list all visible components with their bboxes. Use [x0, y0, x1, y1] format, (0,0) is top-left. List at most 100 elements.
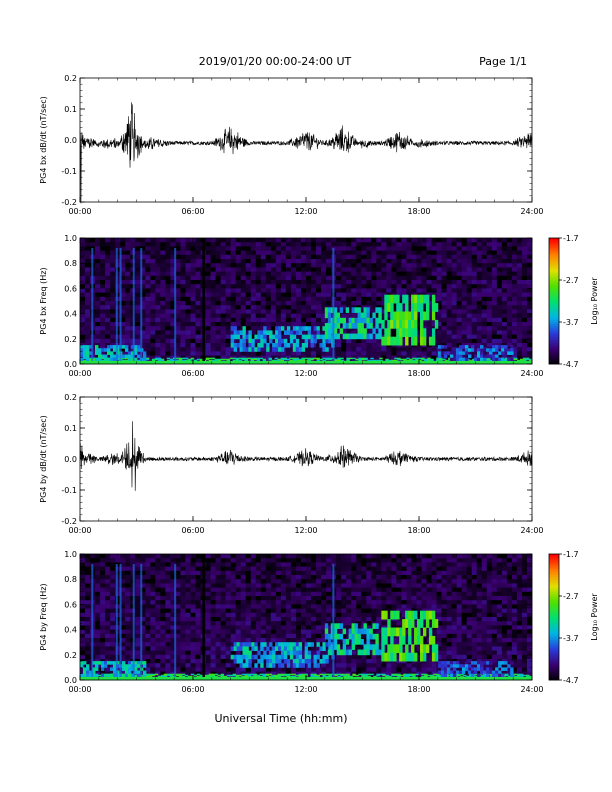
- spectrogram-band-cell: [190, 357, 195, 360]
- spectrogram-cell: [376, 238, 382, 243]
- spectrogram-cell: [185, 650, 191, 656]
- spectrogram-cell: [295, 334, 302, 340]
- y-tick-label: -0.2: [61, 517, 77, 526]
- spectrogram-cell: [396, 275, 402, 281]
- spectrogram-cell: [105, 583, 111, 588]
- spectrogram-cell: [155, 238, 161, 243]
- spectrogram-cell: [285, 355, 292, 361]
- spectrogram-cell: [150, 646, 156, 651]
- spectrogram-cell: [205, 284, 211, 289]
- spectrogram-cell: [285, 280, 292, 285]
- spectrogram-band-cell: [85, 354, 90, 359]
- spectrogram-band-cell: [328, 357, 332, 360]
- spectrogram-band-cell: [277, 358, 281, 361]
- spectrogram-cell: [165, 612, 171, 618]
- spectrogram-cell: [145, 313, 151, 319]
- spectrogram-cell: [195, 351, 201, 356]
- spectrogram-cell: [290, 338, 297, 344]
- spectrogram-cell: [110, 600, 116, 605]
- spectrogram-cell: [190, 259, 196, 264]
- spectrogram-cell: [451, 292, 457, 298]
- spectrogram-band-cell: [391, 359, 395, 362]
- spectrogram-cell: [100, 275, 106, 281]
- spectrogram-band-cell: [283, 343, 288, 348]
- spectrogram-cell: [526, 347, 533, 352]
- spectrogram-cell: [85, 583, 91, 588]
- spectrogram-cell: [461, 292, 468, 298]
- spectrogram-cell: [215, 271, 221, 277]
- spectrogram-cell: [230, 254, 236, 260]
- spectrogram-cell: [140, 313, 146, 319]
- spectrogram-cell: [105, 326, 111, 331]
- spectrogram-band-cell: [157, 358, 162, 361]
- spectrogram-cell: [185, 263, 191, 268]
- spectrogram-band-cell: [419, 311, 424, 321]
- spectrogram-cell: [140, 596, 146, 601]
- spectrogram-cell: [150, 579, 156, 584]
- colorbar-segment: [549, 355, 559, 359]
- spectrogram-band-cell: [396, 336, 400, 346]
- spectrogram-cell: [175, 263, 181, 268]
- spectrogram-cell: [135, 263, 141, 268]
- spectrogram-cell: [165, 583, 171, 588]
- spectrogram-cell: [371, 288, 377, 293]
- spectrogram-band-cell: [327, 328, 332, 334]
- spectrogram-band-cell: [373, 359, 377, 362]
- spectrogram-cell: [311, 254, 317, 260]
- spectrogram-cell: [361, 347, 367, 352]
- spectrogram-cell: [140, 242, 146, 247]
- spectrogram-cell: [426, 288, 432, 293]
- spectrogram-cell: [210, 558, 216, 563]
- spectrogram-band-cell: [142, 351, 147, 355]
- spectrogram-cell: [386, 347, 392, 352]
- spectrogram-cell: [120, 625, 126, 630]
- spectrogram-band-cell: [256, 357, 260, 360]
- spectrogram-band-cell: [396, 319, 400, 329]
- spectrogram-cell: [185, 629, 191, 635]
- spectrogram-band-cell: [327, 312, 332, 319]
- spectrogram-cell: [150, 242, 156, 247]
- spectrogram-cell: [381, 309, 387, 314]
- spectrogram-cell: [165, 638, 171, 643]
- spectrogram-cell: [220, 330, 226, 335]
- spectrogram-cell: [466, 334, 473, 340]
- spectrogram-cell: [421, 322, 427, 327]
- spectrogram-cell: [511, 275, 518, 281]
- spectrogram-band-cell: [325, 347, 329, 352]
- spectrogram-cell: [240, 242, 247, 247]
- spectrogram-band-cell: [415, 359, 419, 362]
- spectrogram-cell: [486, 326, 493, 331]
- spectrogram-cell: [270, 292, 277, 298]
- spectrogram-cell: [100, 326, 106, 331]
- spectrogram-cell: [456, 259, 462, 264]
- spectrogram-cell: [155, 246, 161, 251]
- spectrogram-cell: [95, 250, 101, 256]
- spectrogram-cell: [155, 275, 161, 281]
- spectrogram-cell: [150, 663, 156, 668]
- colorbar-segment: [549, 248, 559, 251]
- spectrogram-cell: [110, 570, 116, 576]
- spectrogram-cell: [391, 254, 397, 260]
- spectrogram-cell: [135, 271, 141, 277]
- spectrogram-cell: [381, 284, 387, 289]
- spectrogram-cell: [170, 296, 176, 302]
- spectrogram-cell: [160, 296, 166, 302]
- spectrogram-cell: [110, 284, 116, 289]
- spectrogram-band-cell: [414, 294, 418, 304]
- spectrogram-cell: [145, 351, 151, 356]
- spectrogram-cell: [255, 317, 262, 323]
- spectrogram-band-cell: [262, 358, 266, 361]
- spectrogram-cell: [145, 587, 151, 593]
- spectrogram-cell: [260, 301, 267, 306]
- spectrogram-cell: [160, 591, 166, 597]
- spectrogram-cell: [150, 570, 156, 576]
- spectrogram-cell: [135, 309, 141, 314]
- spectrogram-cell: [376, 242, 382, 247]
- spectrogram-cell: [255, 309, 262, 314]
- spectrogram-cell: [160, 254, 166, 260]
- spectrogram-cell: [436, 309, 442, 314]
- spectrogram-cell: [185, 330, 191, 335]
- spectrogram-cell: [285, 322, 292, 327]
- spectrogram-cell: [140, 591, 146, 597]
- spectrogram-cell: [120, 330, 126, 335]
